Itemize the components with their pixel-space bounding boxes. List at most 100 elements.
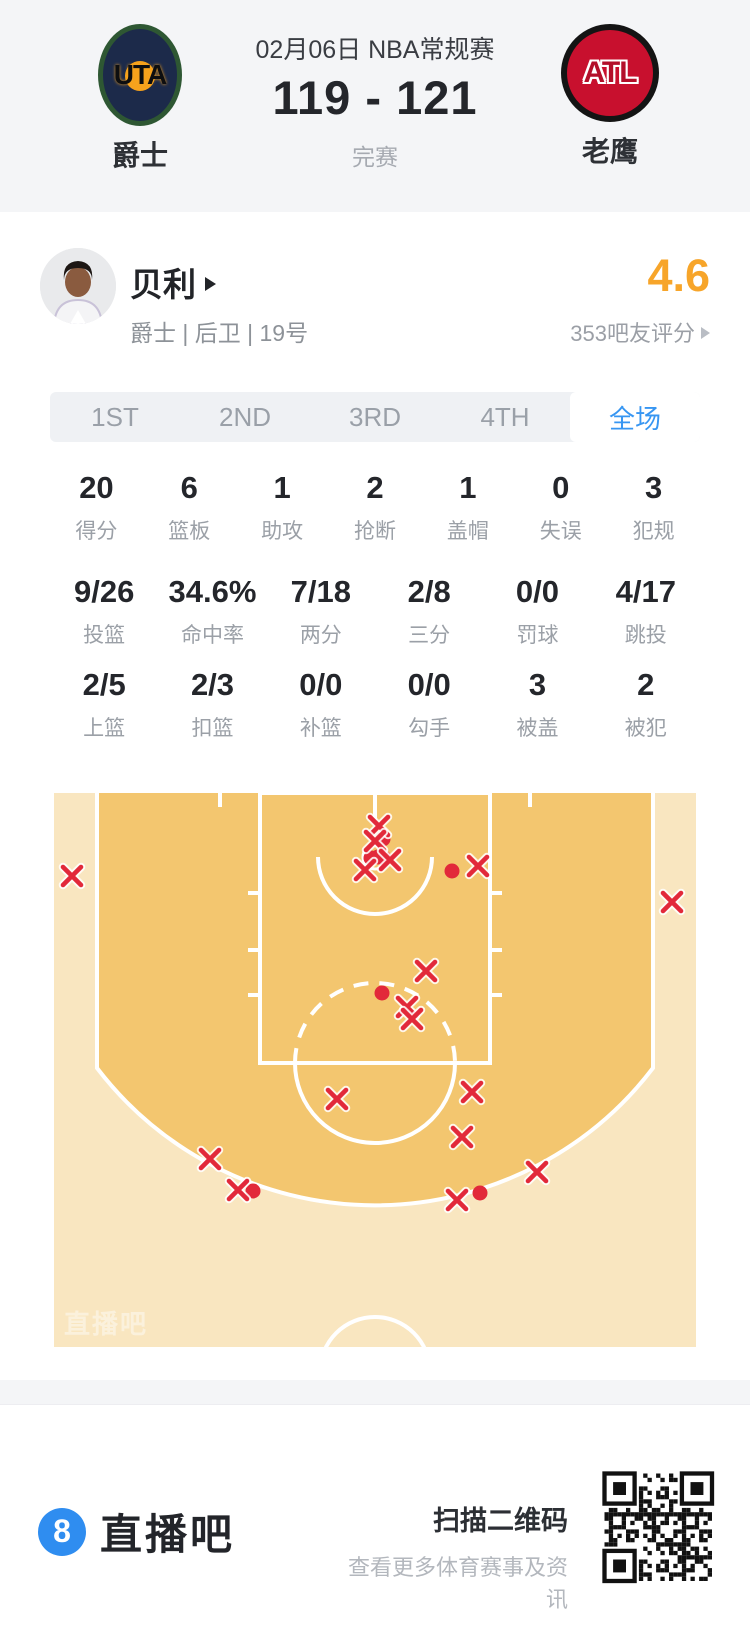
stat-item-被犯: 2 被犯 [592, 667, 700, 742]
tab-bar: 1ST 2ND 3RD 4TH 全场 [50, 392, 700, 442]
stat-value: 2 [366, 470, 384, 505]
stat-item-补篮: 0/0 补篮 [267, 667, 375, 742]
stat-value: 2/3 [190, 667, 235, 702]
stat-value: 1 [459, 470, 477, 505]
shot-chart: 直播吧 [50, 787, 700, 1429]
section-divider [0, 1380, 750, 1404]
stat-item-投篮: 9/26 投篮 [50, 574, 158, 649]
stat-label: 命中率 [180, 624, 244, 647]
match-header: 02月06日 NBA常规赛 119 - 121 完赛 UTA 爵士 ATL 老鹰 [0, 0, 750, 212]
away-team-abbr: ATL [583, 56, 637, 89]
home-team-name: 爵士 [111, 140, 168, 171]
stat-item-盖帽: 1 盖帽 [421, 470, 514, 545]
brand-row: 8 直播吧 [38, 1501, 235, 1562]
shot-miss-marker [450, 1125, 474, 1149]
shot-make-marker [374, 985, 390, 1001]
shot-miss-marker [378, 848, 402, 872]
shot-miss-marker [460, 1080, 484, 1104]
stat-value: 0 [552, 470, 570, 505]
brand-name: 直播吧 [100, 1511, 236, 1558]
stat-value: 2/5 [82, 667, 126, 702]
match-status-label: 完赛 [352, 144, 398, 170]
player-name-row[interactable]: 贝利 [130, 258, 216, 306]
stat-item-上篮: 2/5 上篮 [50, 667, 158, 742]
stat-value: 0/0 [407, 667, 451, 702]
stat-label: 篮板 [168, 520, 211, 543]
tab-2nd[interactable]: 2ND [218, 401, 271, 432]
away-team-name: 老鹰 [581, 136, 638, 167]
stat-item-被盖: 3 被盖 [483, 667, 591, 742]
stat-label: 勾手 [408, 717, 451, 740]
player-avatar [40, 248, 116, 324]
stat-value: 20 [79, 470, 114, 505]
stats-row-shooting: 9/26 投篮 34.6% 命中率 7/18 两分 2/8 三分 0/0 罚球 4/17 跳投 [50, 574, 700, 649]
stat-item-跳投: 4/17 跳投 [592, 574, 700, 649]
qr-scan-subtitle: 查看更多体育赛事及资讯 [347, 1555, 568, 1612]
shot-miss-marker [466, 854, 490, 878]
stat-label: 助攻 [261, 520, 304, 543]
stat-value: 0/0 [299, 667, 343, 702]
shot-miss-marker [660, 890, 684, 914]
home-team-abbr: UTA [113, 59, 167, 90]
stat-value: 7/18 [290, 574, 351, 609]
rating-arrow-icon [701, 327, 710, 339]
court-watermark: 直播吧 [64, 1309, 148, 1339]
shot-miss-marker [198, 1147, 222, 1171]
tab-4th[interactable]: 4TH [480, 401, 530, 432]
stat-value: 3 [528, 667, 547, 702]
player-name: 贝利 [130, 266, 196, 303]
shot-miss-marker [353, 858, 377, 882]
away-team-logo-icon: ATL [561, 24, 659, 122]
rating-count-text: 353吧友评分 [570, 321, 695, 346]
stat-label: 跳投 [624, 624, 667, 647]
shot-miss-marker [525, 1160, 549, 1184]
away-team-block: ATL 老鹰 [525, 24, 695, 170]
stat-item-犯规: 3 犯规 [607, 470, 700, 545]
shot-make-marker [444, 863, 460, 879]
tab-full[interactable]: 全场 [570, 392, 700, 442]
player-name-arrow-icon [205, 277, 216, 291]
court-floor-inside-arc [97, 793, 653, 1206]
stat-item-勾手: 0/0 勾手 [375, 667, 483, 742]
stat-value: 4/17 [615, 574, 676, 609]
stat-label: 犯规 [632, 520, 675, 543]
rating-count-link[interactable]: 353吧友评分 [570, 316, 710, 348]
stat-item-篮板: 6 篮板 [143, 470, 236, 545]
stat-item-扣篮: 2/3 扣篮 [158, 667, 266, 742]
stat-label: 得分 [75, 520, 118, 543]
stat-label: 被犯 [624, 717, 667, 740]
shot-miss-marker [414, 959, 438, 983]
stat-label: 盖帽 [446, 520, 489, 543]
stat-label: 两分 [299, 624, 342, 647]
stat-label: 失误 [539, 520, 582, 543]
home-team-logo-icon: UTA [98, 24, 182, 126]
tab-1st[interactable]: 1ST [91, 401, 139, 432]
shot-markers-layer [58, 812, 686, 1214]
stat-item-抢断: 2 抢断 [329, 470, 422, 545]
shot-make-marker [245, 1183, 261, 1199]
stat-item-两分: 7/18 两分 [267, 574, 375, 649]
tab-3rd[interactable]: 3RD [348, 401, 401, 432]
stat-label: 投篮 [83, 624, 126, 647]
stats-row-basic: 20 得分 6 篮板 1 助攻 2 抢断 1 盖帽 0 失误 3 犯规 [50, 470, 700, 545]
shot-make-marker [472, 1185, 488, 1201]
stat-item-助攻: 1 助攻 [236, 470, 329, 545]
shot-miss-marker [400, 1007, 424, 1031]
stat-value: 6 [180, 470, 198, 505]
shot-miss-marker [325, 1087, 349, 1111]
stat-label: 罚球 [516, 624, 559, 647]
stat-label: 三分 [408, 624, 451, 647]
stat-item-失误: 0 失误 [514, 470, 607, 545]
stat-item-命中率: 34.6% 命中率 [158, 574, 266, 649]
player-rating: 4.6 [647, 250, 710, 301]
stat-item-罚球: 0/0 罚球 [483, 574, 591, 649]
stat-value: 2 [637, 667, 655, 702]
qr-code [602, 1471, 716, 1585]
brand-logo-icon: 8 [38, 1507, 86, 1556]
home-team-block: UTA 爵士 [55, 24, 225, 174]
stat-item-得分: 20 得分 [50, 470, 143, 545]
stat-value: 1 [273, 470, 291, 505]
qr-scan-title: 扫描二维码 [433, 1506, 568, 1536]
shot-miss-marker [445, 1188, 469, 1212]
stat-value: 0/0 [515, 574, 560, 609]
